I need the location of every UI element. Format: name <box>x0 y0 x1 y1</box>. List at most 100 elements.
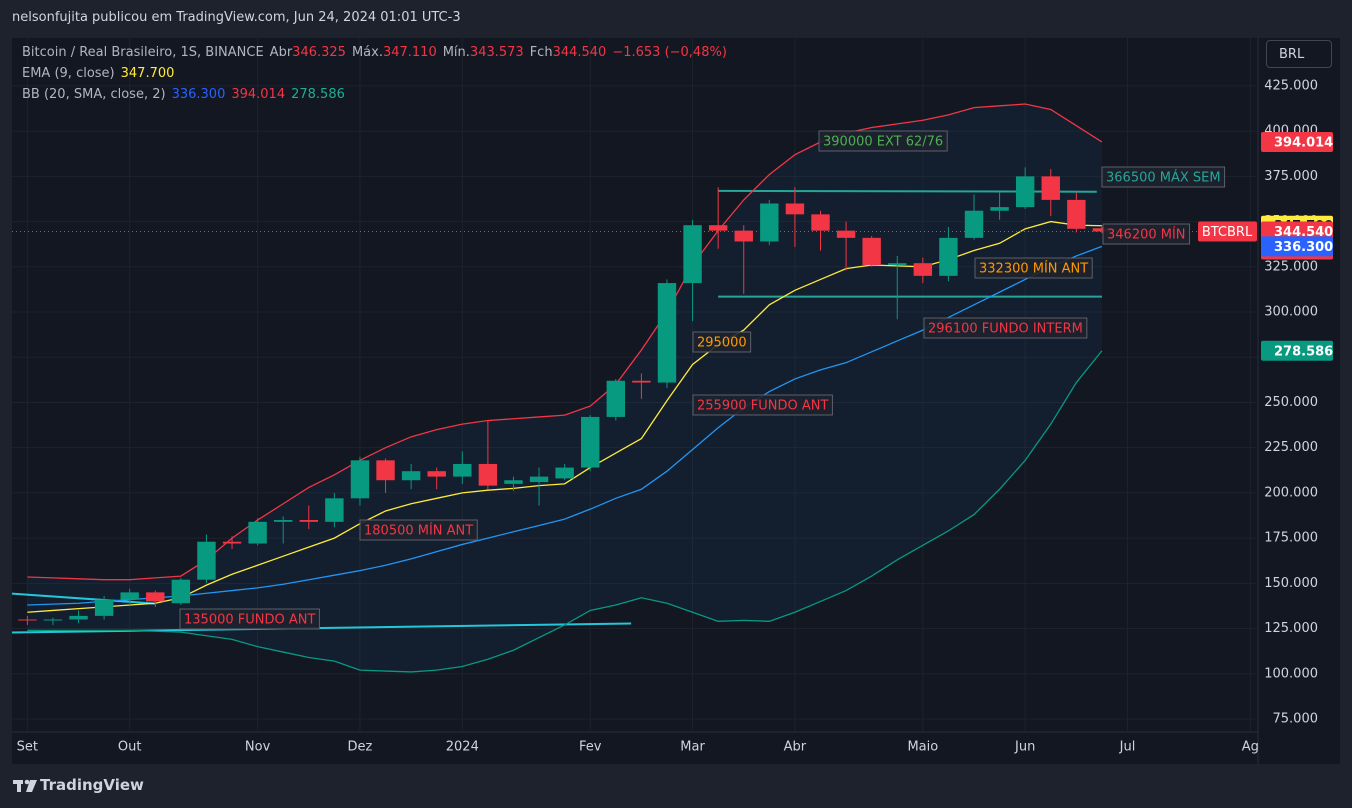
label: BB (20, SMA, close, 2) <box>22 87 166 102</box>
candle-body <box>1015 176 1035 208</box>
indicator-line <box>27 350 1103 673</box>
candle-body <box>43 619 63 621</box>
candle-body <box>171 579 191 604</box>
annotation-box <box>818 130 948 152</box>
y-tick-label: 75.000 <box>1273 711 1319 726</box>
annotation-text: 332300 MÍN ANT <box>979 261 1088 277</box>
price-tag <box>1261 131 1333 152</box>
chart-panel <box>12 38 1340 764</box>
candle-body <box>964 210 984 238</box>
x-tick-label: 2024 <box>446 740 479 755</box>
y-tick-label: 425.000 <box>1264 78 1318 93</box>
annotation-box <box>692 331 752 353</box>
candle-body <box>94 599 114 616</box>
annotation: 135000 FUNDO ANT <box>179 608 320 630</box>
candle-body <box>1067 199 1086 229</box>
symbol-tag-text: BTCBRL <box>1202 225 1253 240</box>
annotation-box <box>692 394 833 416</box>
annotation-text: 390000 EXT 62/76 <box>823 135 943 150</box>
x-tick-label: Fev <box>579 740 602 755</box>
annotation-box <box>359 519 478 541</box>
x-tick-label: Dez <box>348 740 373 755</box>
x-tick-label: Ag <box>1242 740 1259 755</box>
level-line <box>718 189 1097 193</box>
candle-body <box>760 203 779 242</box>
annotation: 366500 MÁX SEM <box>1101 166 1226 188</box>
y-tick-label: 175.000 <box>1264 531 1318 546</box>
tv-logo <box>13 779 37 792</box>
annotation: 295000 <box>692 331 752 353</box>
annotation-text: 346200 MÍN <box>1107 227 1186 243</box>
y-tick-label: 300.000 <box>1264 305 1318 320</box>
currency-button[interactable]: BRL <box>1266 40 1332 68</box>
candle-body <box>478 463 498 486</box>
x-tick-label: Jun <box>1014 740 1035 755</box>
level-line <box>11 592 156 605</box>
annotation-box <box>1101 166 1226 188</box>
candle-body <box>222 541 242 544</box>
annotation-box <box>923 317 1088 339</box>
candle-body <box>401 471 421 481</box>
candle-body <box>273 520 293 522</box>
x-tick-label: Maio <box>907 740 938 755</box>
price-tag <box>1261 340 1333 361</box>
footer-brand: TradingView <box>40 776 144 794</box>
bb-fill <box>27 104 1102 672</box>
annotation-box <box>1102 223 1191 245</box>
candle-body <box>734 230 753 242</box>
candle-body <box>529 476 549 483</box>
annotation: 296100 FUNDO INTERM <box>923 317 1088 339</box>
value: 336.300 <box>171 87 226 102</box>
candle-body <box>632 380 651 383</box>
candle-body <box>504 480 523 484</box>
annotation-text: 135000 FUNDO ANT <box>184 613 315 628</box>
candle-body <box>18 619 37 621</box>
level-line <box>11 622 632 634</box>
value: 347.700 <box>120 66 175 81</box>
annotation: 332300 MÍN ANT <box>974 257 1093 279</box>
legend-row: Bitcoin / Real Brasileiro, 1S, BINANCE A… <box>22 45 727 60</box>
x-tick-label: Out <box>118 740 142 755</box>
symbol: Bitcoin / Real Brasileiro, 1S, BINANCE <box>22 45 264 60</box>
price-tag-text: 344.540 <box>1274 225 1333 240</box>
value: 278.586 <box>291 87 345 102</box>
value: 343.573 <box>469 45 524 60</box>
candle-body <box>990 207 1009 211</box>
x-tick-label: Jul <box>1119 740 1136 755</box>
x-tick-label: Set <box>17 740 38 755</box>
price-tag <box>1261 236 1333 257</box>
annotation: 390000 EXT 62/76 <box>818 130 948 152</box>
price-tag-text: 278.586 <box>1274 344 1333 359</box>
candle-body <box>581 416 600 468</box>
candle-body <box>299 520 318 522</box>
y-tick-label: 325.000 <box>1264 259 1318 274</box>
publisher: nelsonfujita publicou em TradingView.com… <box>12 10 461 25</box>
x-tick-label: Mar <box>680 740 705 755</box>
value: 344.540 <box>552 45 607 60</box>
label: Máx. <box>351 45 383 60</box>
annotation: 180500 MÍN ANT <box>359 519 478 541</box>
candle-body <box>785 203 805 215</box>
y-tick-label: 100.000 <box>1264 666 1318 681</box>
annotation-text: 180500 MÍN ANT <box>364 523 473 539</box>
x-tick-label: Abr <box>784 740 807 755</box>
legend-row: EMA (9, close) 347.700 <box>22 66 174 81</box>
candle-body <box>939 237 958 276</box>
candle-body <box>1041 176 1060 200</box>
annotation-text: 296100 FUNDO INTERM <box>928 322 1083 337</box>
candle-body <box>427 471 446 477</box>
legend-row: BB (20, SMA, close, 2) 336.300 394.014 2… <box>22 87 345 102</box>
candle-body <box>325 498 344 522</box>
symbol-tag <box>1198 221 1257 242</box>
y-tick-label: 200.000 <box>1264 485 1318 500</box>
candle-body <box>350 460 370 499</box>
annotation: 255900 FUNDO ANT <box>692 394 833 416</box>
annotation-box <box>974 257 1093 279</box>
candle-body <box>146 592 165 602</box>
price-tag-text: 394.014 <box>1274 135 1333 150</box>
value: 347.110 <box>382 45 437 60</box>
annotation-text: 366500 MÁX SEM <box>1106 170 1221 186</box>
label: Abr <box>269 45 293 60</box>
